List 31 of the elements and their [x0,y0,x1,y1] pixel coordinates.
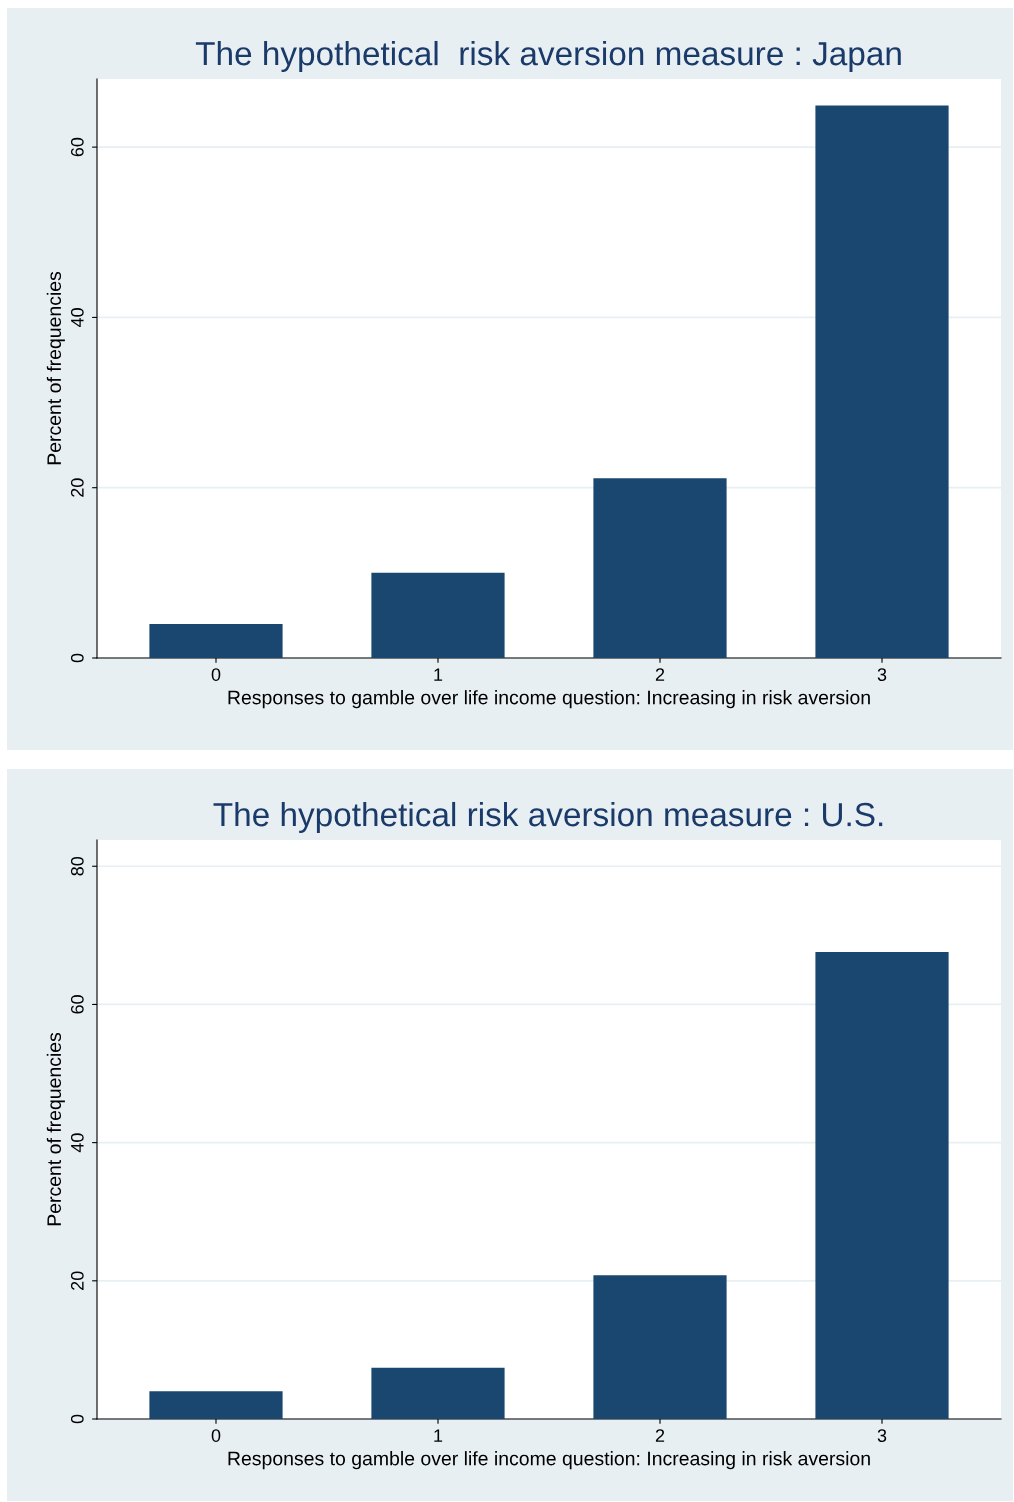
y-tick-label: 40 [70,1133,84,1153]
bar [371,572,505,658]
x-tick-label: 1 [434,668,443,681]
x-tick-label: 1 [434,1429,443,1442]
x-axis-title: Responses to gamble over life income question: Increasing in risk aversion [228,1451,870,1470]
x-tick-label: 0 [211,668,221,681]
bar [149,1391,283,1419]
y-tick-label: 40 [70,308,84,328]
bar [149,623,283,658]
chart-title: The hypothetical risk aversion measure : U.S. [213,801,883,834]
bar [593,478,727,658]
y-tick-label: 60 [70,137,84,157]
y-tick-label: 0 [70,1414,84,1424]
y-axis-title: Percent of frequencies [46,271,65,465]
x-tick-label: 0 [211,1429,221,1442]
y-tick-label: 20 [70,478,84,497]
x-tick-label: 3 [877,1429,887,1442]
x-axis-title: Responses to gamble over life income question: Increasing in risk aversion [228,690,870,709]
bar [815,105,949,658]
x-tick-label: 2 [655,1429,665,1442]
y-axis-title: Percent of frequencies [46,1032,65,1226]
bar [371,1367,505,1419]
bar [593,1275,727,1419]
y-tick-label: 0 [70,653,84,663]
x-tick-label: 3 [877,668,887,681]
y-tick-label: 80 [70,856,84,876]
y-tick-label: 60 [70,995,84,1014]
bar [815,951,949,1419]
chart-title: The hypothetical risk aversion measure : Japan [195,40,901,73]
y-tick-label: 20 [70,1271,84,1290]
x-tick-label: 2 [655,668,665,681]
